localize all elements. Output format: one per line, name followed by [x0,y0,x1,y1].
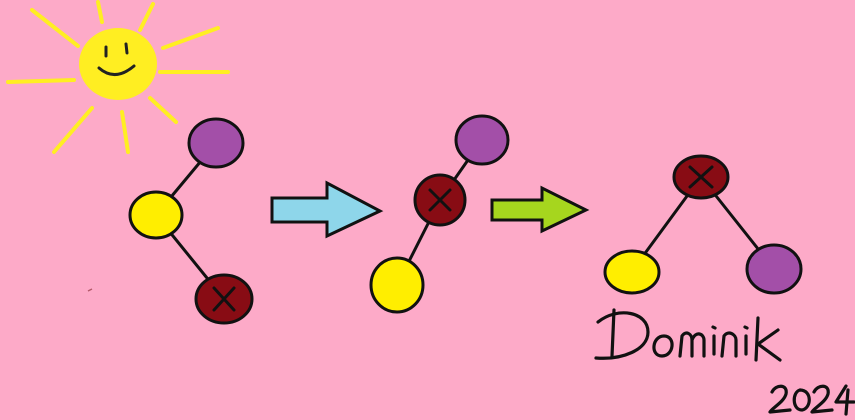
sun-ray [6,78,76,84]
purple-node [454,114,510,166]
tree-diagram-1 [128,117,254,325]
cross-mark-icon [428,188,452,212]
sun-ray [120,110,130,154]
sun-ray [52,106,94,154]
purple-node [745,243,803,295]
sun-features [97,42,136,76]
sun-right-eye [124,42,129,55]
cross-mark-icon [688,165,714,189]
sun-face [79,28,157,100]
right-arrow-icon [490,185,590,234]
yellow-node [369,256,425,314]
sun-ray [148,96,178,124]
tree-diagram-3 [603,154,803,295]
sun-ray [161,26,220,50]
smiling-sun-icon [6,0,230,154]
handwritten-signature [594,308,855,416]
stray-mark [87,288,93,292]
sun-ray [96,0,104,24]
cross-mark-icon [212,286,236,312]
yellow-node [128,190,184,240]
yellow-node [603,249,661,295]
tree-diagram-2 [369,114,510,314]
sun-ray [30,8,80,48]
purple-node [187,117,245,169]
right-arrow-icon [270,180,384,239]
sun-rays [6,0,230,154]
sun-smile [97,64,136,76]
sun-ray [138,2,155,32]
